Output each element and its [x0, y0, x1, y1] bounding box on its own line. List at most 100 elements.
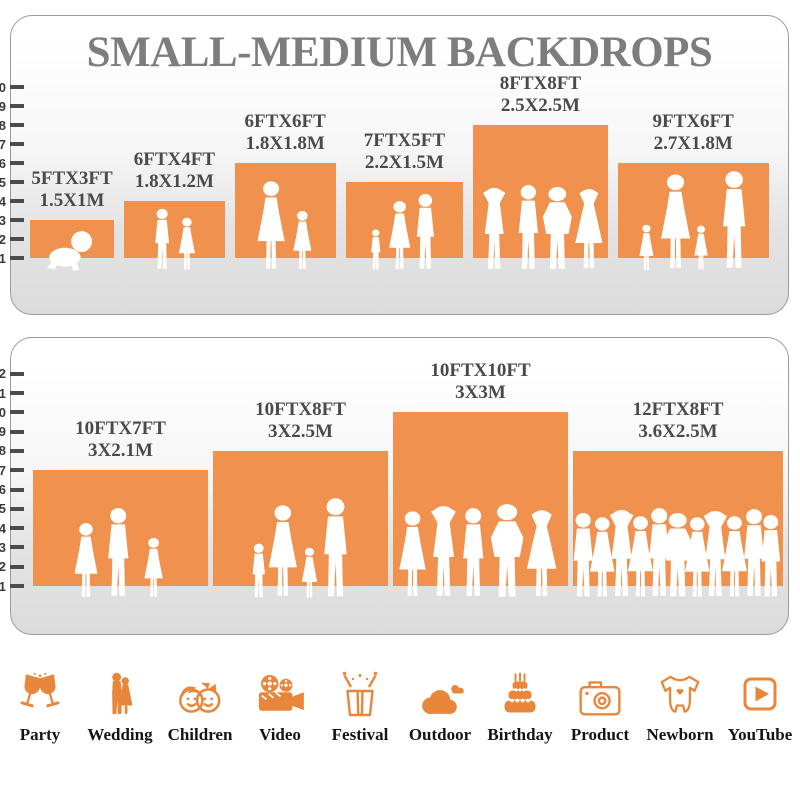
category-children: Children	[160, 652, 240, 762]
y-tick-mark-3	[10, 545, 24, 550]
y-tick-mark-4	[10, 526, 24, 531]
y-tick-label-9: 9	[0, 98, 6, 114]
person-silhouette-girl	[178, 217, 195, 270]
category-wedding: Wedding	[80, 652, 160, 762]
category-label: Outdoor	[408, 725, 472, 744]
y-tick-label-1: 1	[0, 250, 6, 266]
y-tick-label-10: 10	[0, 404, 6, 420]
category-outdoor: Outdoor	[400, 652, 480, 762]
person-silhouette-man	[108, 508, 129, 597]
y-tick-label-9: 9	[0, 424, 6, 440]
y-tick-label-6: 6	[0, 155, 6, 171]
y-tick-label-11: 11	[0, 385, 6, 401]
y-tick-label-3: 3	[0, 212, 6, 228]
person-silhouette-girl	[293, 211, 312, 270]
category-party: Party	[0, 652, 80, 762]
size-bar-label-10ftx7ft: 10FTX7FT 3X2.1M	[75, 418, 166, 462]
category-label: Newborn	[646, 725, 714, 744]
category-label: Video	[259, 725, 301, 744]
size-bar-6ftx6ft	[234, 163, 336, 258]
category-label: Children	[167, 725, 233, 744]
y-tick-label-7: 7	[0, 462, 6, 478]
y-tick-label-10: 10	[0, 79, 6, 95]
category-newborn: Newborn	[640, 652, 720, 762]
wedding-icon	[112, 672, 133, 715]
category-footer: Party Wedding	[0, 652, 800, 762]
person-silhouette-woman-armsup	[526, 510, 557, 597]
y-tick-mark-8	[10, 448, 24, 453]
y-tick-mark-1	[10, 584, 24, 588]
y-tick-mark-7	[10, 468, 24, 473]
category-label: Festival	[331, 725, 389, 744]
panel-small-medium-sizes: SMALL-MEDIUM BACKDROPS 1 2 3 4 5 6 7 8 9 10 5FTX3F…	[0, 15, 789, 315]
y-tick-mark-7	[10, 142, 24, 146]
video-icon	[258, 674, 304, 711]
person-silhouette-man	[761, 515, 780, 597]
size-bar-label-5ftx3ft: 5FTX3FT 1.5X1M	[31, 168, 113, 211]
size-bar-label-8ftx8ft: 8FTX8FT 2.5X2.5M	[499, 73, 582, 116]
person-silhouette-toddler	[371, 229, 381, 270]
person-silhouette-man	[722, 171, 746, 268]
y-tick-label-7: 7	[0, 136, 6, 152]
panel-large-sizes: 12345678910111210FTX7FT3X2.1M10FTX8FT3X2…	[0, 337, 789, 635]
y-tick-mark-6	[10, 487, 24, 492]
y-tick-mark-10	[10, 85, 24, 89]
y-tick-label-4: 4	[0, 193, 6, 209]
youtube-icon	[743, 677, 777, 711]
category-festival: Festival	[320, 652, 400, 762]
category-product: Product	[560, 652, 640, 762]
y-tick-label-8: 8	[0, 117, 6, 133]
size-bar-label-7ftx5ft: 7FTX5FT 2.2X1.5M	[363, 130, 446, 173]
y-tick-mark-8	[10, 123, 24, 127]
birthday-icon	[504, 672, 536, 713]
y-tick-label-4: 4	[0, 520, 6, 536]
person-silhouette-man	[324, 497, 347, 596]
size-bar-10ftx8ft	[213, 450, 388, 586]
size-bar-6ftx4ft	[124, 201, 225, 258]
size-bar-label-6ftx4ft: 6FTX4FT 1.8X1.2M	[133, 149, 216, 192]
y-tick-mark-3	[10, 218, 24, 222]
category-label: Product	[570, 725, 630, 744]
y-tick-mark-5	[10, 506, 24, 511]
y-tick-label-3: 3	[0, 539, 6, 555]
y-tick-mark-1	[10, 256, 24, 260]
y-tick-mark-9	[10, 104, 24, 108]
y-tick-label-5: 5	[0, 501, 6, 517]
person-silhouette-woman-armsup	[575, 189, 603, 269]
person-silhouette-girl	[144, 538, 163, 598]
y-tick-label-5: 5	[0, 174, 6, 190]
person-silhouette-boy	[155, 209, 170, 270]
category-video: Video	[240, 652, 320, 762]
person-silhouette-baby	[47, 231, 93, 271]
y-tick-mark-2	[10, 237, 24, 241]
y-tick-mark-9	[10, 429, 24, 434]
category-birthday: Birthday	[480, 652, 560, 762]
y-tick-label-12: 12	[0, 366, 6, 382]
size-bar-label-6ftx6ft: 6FTX6FT 1.8X1.8M	[244, 111, 326, 154]
person-silhouette-man	[416, 194, 435, 269]
person-silhouette-woman	[257, 181, 285, 269]
y-tick-label-6: 6	[0, 482, 6, 497]
y-tick-label-1: 1	[0, 578, 6, 594]
y-tick-label-8: 8	[0, 443, 6, 459]
children-icon	[179, 682, 221, 713]
size-bar-label-12ftx8ft: 12FTX8FT 3.6X2.5M	[632, 398, 724, 442]
category-youtube: YouTube	[720, 652, 800, 762]
outdoor-icon	[422, 685, 464, 714]
product-icon	[579, 681, 621, 716]
category-label: YouTube	[727, 725, 793, 744]
page-title: SMALL-MEDIUM BACKDROPS	[86, 29, 713, 76]
size-bar-label-10ftx10ft: 10FTX10FT 3X3M	[430, 360, 531, 404]
y-tick-label-2: 2	[0, 559, 6, 575]
y-tick-label-2: 2	[0, 231, 6, 247]
size-bar-label-9ftx6ft: 9FTX6FT 2.7X1.8M	[652, 111, 734, 154]
category-label: Birthday	[487, 725, 553, 744]
category-label: Wedding	[87, 725, 153, 744]
y-tick-mark-6	[10, 161, 24, 165]
size-bar-label-10ftx8ft: 10FTX8FT 3X2.5M	[255, 398, 346, 442]
category-label: Party	[19, 725, 61, 744]
y-tick-mark-2	[10, 564, 24, 569]
party-icon	[20, 672, 60, 708]
festival-icon	[342, 671, 378, 717]
y-tick-mark-11	[10, 391, 24, 395]
